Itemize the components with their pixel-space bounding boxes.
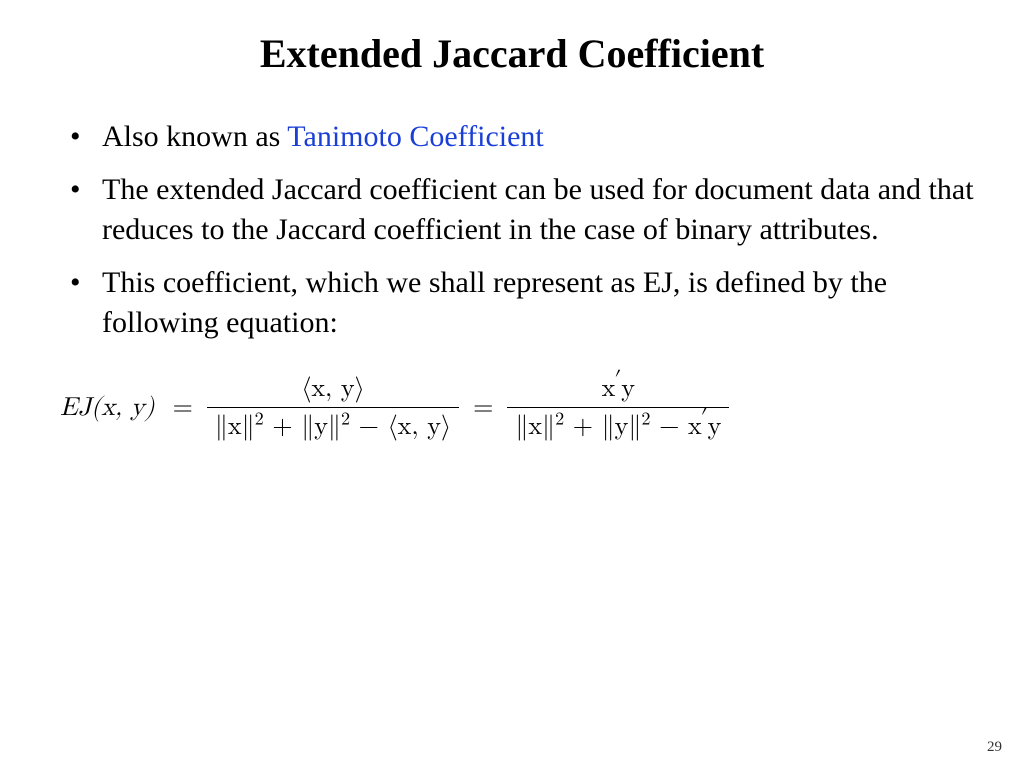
fraction-2-denominator: ∥x∥2 + ∥y∥2 − x′y	[507, 407, 729, 443]
tanimoto-link[interactable]: Tanimoto Coefficient	[287, 120, 543, 153]
bullet-item-3: This coefficient, which we shall represe…	[70, 263, 974, 344]
bullet-list: Also known as Tanimoto Coefficient The e…	[70, 117, 974, 344]
fraction-1-numerator: ⟨x, y⟩	[293, 374, 373, 407]
fraction-2-numerator: x′y	[594, 374, 643, 407]
bullet-1-text: Also known as	[102, 120, 287, 153]
equation-block: EJ(x, y) = ⟨x, y⟩ ∥x∥2 + ∥y∥2 − ⟨x, y⟩ =…	[50, 374, 974, 443]
fraction-1: ⟨x, y⟩ ∥x∥2 + ∥y∥2 − ⟨x, y⟩	[207, 374, 459, 443]
fraction-2: x′y ∥x∥2 + ∥y∥2 − x′y	[507, 374, 729, 443]
slide-title: Extended Jaccard Coefficient	[50, 30, 974, 77]
bullet-item-1: Also known as Tanimoto Coefficient	[70, 117, 974, 158]
bullet-item-2: The extended Jaccard coefficient can be …	[70, 170, 974, 251]
page-number: 29	[987, 739, 1002, 756]
equals-sign-2: =	[473, 393, 493, 424]
equals-sign-1: =	[173, 393, 193, 424]
slide-container: Extended Jaccard Coefficient Also known …	[0, 0, 1024, 443]
fraction-1-denominator: ∥x∥2 + ∥y∥2 − ⟨x, y⟩	[207, 407, 459, 443]
equation-lhs: EJ(x, y)	[60, 393, 155, 424]
